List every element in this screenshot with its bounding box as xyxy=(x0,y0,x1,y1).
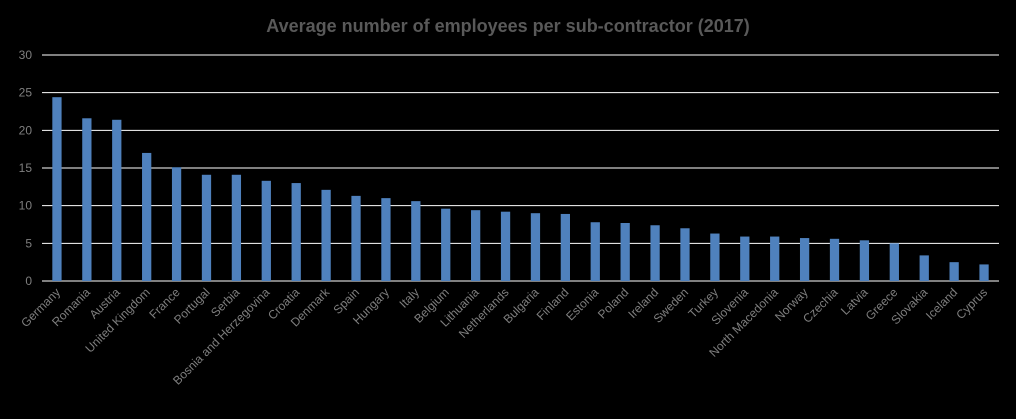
bar-slovakia xyxy=(919,255,929,281)
bar-austria xyxy=(112,119,122,281)
bar-estonia xyxy=(590,222,600,281)
y-tick-label: 30 xyxy=(19,48,33,62)
bar-lithuania xyxy=(471,210,481,281)
bar-united-kingdom xyxy=(142,152,152,281)
x-tick-label: Poland xyxy=(595,285,631,321)
bar-denmark xyxy=(321,189,331,281)
bar-bulgaria xyxy=(530,213,541,281)
bar-greece xyxy=(889,243,899,281)
x-tick-label: Italy xyxy=(396,285,421,310)
chart-title: Average number of employees per sub-cont… xyxy=(266,16,749,36)
bar-spain xyxy=(351,195,361,281)
y-tick-label: 5 xyxy=(25,236,32,250)
bar-belgium xyxy=(441,208,451,281)
bar-poland xyxy=(620,222,630,281)
bar-bosnia-and-herzegovina xyxy=(261,180,271,281)
bar-netherlands xyxy=(500,211,511,281)
x-tick-label: Iceland xyxy=(923,285,960,322)
bar-finland xyxy=(560,213,570,281)
bar-slovenia xyxy=(740,236,750,281)
bar-iceland xyxy=(949,262,959,281)
bar-france xyxy=(171,167,182,281)
bars xyxy=(52,97,989,281)
y-tick-label: 20 xyxy=(19,123,33,137)
y-axis-ticks: 0 5 10 15 20 25 30 xyxy=(19,48,33,288)
bar-sweden xyxy=(680,228,690,281)
bar-germany xyxy=(52,97,62,281)
x-tick-label: Cyprus xyxy=(953,285,990,322)
bar-czechia xyxy=(829,238,840,281)
bar-norway xyxy=(799,238,810,281)
bar-ireland xyxy=(650,225,660,281)
y-tick-label: 10 xyxy=(19,199,33,213)
y-tick-label: 15 xyxy=(19,161,33,175)
bar-north-macedonia xyxy=(770,236,780,281)
grid-lines xyxy=(42,54,999,282)
bar-italy xyxy=(411,201,421,281)
bar-turkey xyxy=(710,233,720,281)
bar-cyprus xyxy=(979,264,989,281)
bar-portugal xyxy=(201,174,212,281)
bar-romania xyxy=(82,118,92,281)
y-tick-label: 25 xyxy=(19,86,33,100)
bar-latvia xyxy=(859,240,870,281)
bar-serbia xyxy=(231,174,242,281)
bar-hungary xyxy=(381,198,391,281)
y-tick-label: 0 xyxy=(25,274,32,288)
x-tick-label: Estonia xyxy=(563,285,601,323)
bar-croatia xyxy=(291,183,301,281)
